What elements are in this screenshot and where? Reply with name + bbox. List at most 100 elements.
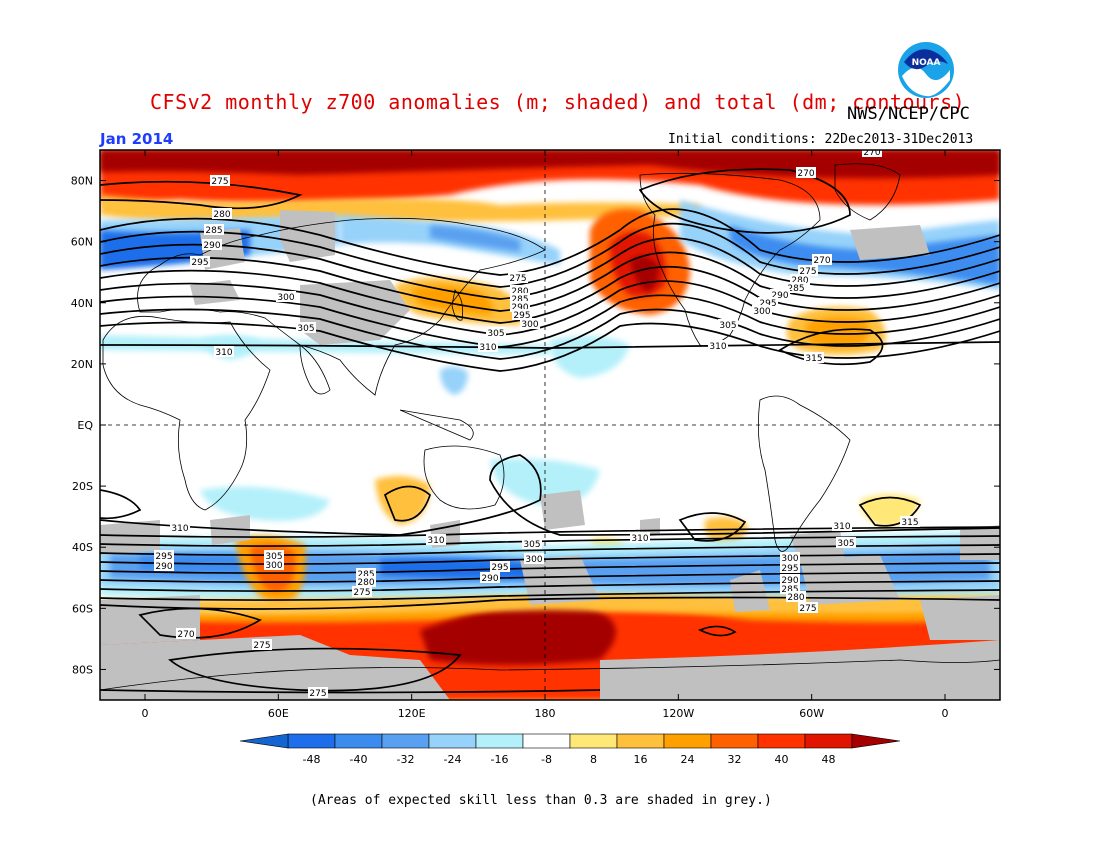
contour-label-bg bbox=[170, 522, 190, 533]
contour-label-4: 295 bbox=[191, 258, 208, 268]
lat-label-0: 80N bbox=[71, 175, 93, 188]
initial-conditions: Initial conditions: 22Dec2013-31Dec2013 bbox=[668, 132, 974, 147]
contour-label-33: 305 bbox=[523, 540, 540, 550]
contour-label-bg bbox=[520, 318, 540, 329]
contour-label-bg bbox=[426, 534, 446, 545]
contour-label-45: 295 bbox=[781, 564, 798, 574]
contour-label-bg bbox=[264, 559, 284, 570]
coastline-4 bbox=[423, 445, 505, 510]
contour-label-52: 275 bbox=[309, 689, 326, 699]
contour-label-bg bbox=[176, 628, 196, 639]
anomaly-region-15 bbox=[430, 225, 520, 252]
contour-label-35: 305 bbox=[265, 552, 282, 562]
lat-label-1: 60N bbox=[71, 236, 93, 249]
coastline-7 bbox=[834, 163, 901, 221]
contour-label-bg bbox=[490, 561, 510, 572]
contour-label-bg bbox=[812, 254, 832, 265]
contour-label-bg bbox=[210, 175, 230, 186]
contour-label-bg bbox=[770, 289, 790, 300]
skill-footnote: (Areas of expected skill less than 0.3 a… bbox=[310, 793, 772, 808]
contour-label-23: 300 bbox=[753, 307, 770, 317]
contour-label-bg bbox=[798, 265, 818, 276]
anomaly-region-1 bbox=[100, 150, 1000, 179]
contour-label-38: 290 bbox=[155, 562, 172, 572]
grey-area-12 bbox=[800, 555, 900, 605]
contour-label-bg bbox=[524, 553, 544, 564]
contour-labels: 2752802852902953003053102752802852902953… bbox=[154, 148, 920, 699]
contour-label-11: 290 bbox=[511, 303, 528, 313]
contour-label-20: 285 bbox=[787, 284, 804, 294]
forecast-month: Jan 2014 bbox=[100, 130, 174, 148]
contour-label-29: 310 bbox=[631, 534, 648, 544]
lat-label-6: 40S bbox=[72, 541, 93, 554]
contour-label-37: 295 bbox=[155, 552, 172, 562]
contour-label-1: 280 bbox=[213, 210, 230, 220]
contour-label-17: 270 bbox=[813, 256, 830, 266]
anomaly-region-20 bbox=[200, 486, 330, 521]
contour-label-26: 315 bbox=[805, 354, 822, 364]
anomaly-region-9 bbox=[805, 316, 869, 347]
contour-label-14: 305 bbox=[487, 329, 504, 339]
contour-label-bg bbox=[252, 639, 272, 650]
contour-line-20 bbox=[100, 589, 1000, 601]
grey-area-5 bbox=[540, 490, 585, 530]
latitude-labels: 80N 60N 40N 20N EQ 20S 40S 60S 80S bbox=[71, 175, 94, 677]
contour-line-3 bbox=[100, 251, 1000, 312]
contour-label-bg bbox=[752, 305, 772, 316]
contour-label-30: 310 bbox=[833, 522, 850, 532]
lat-label-2: 40N bbox=[71, 297, 93, 310]
coastline-3 bbox=[399, 409, 474, 441]
contour-label-7: 310 bbox=[215, 348, 232, 358]
contour-label-41: 275 bbox=[353, 588, 370, 598]
contour-label-bg bbox=[780, 562, 800, 573]
contour-line-16 bbox=[100, 553, 1000, 565]
grey-area-8 bbox=[850, 225, 930, 260]
lon-label-0: 0 bbox=[142, 707, 149, 720]
contour-label-2: 285 bbox=[205, 226, 222, 236]
contour-line-4 bbox=[100, 265, 1000, 324]
contour-label-18: 275 bbox=[799, 267, 816, 277]
contour-label-53: 270 bbox=[863, 148, 880, 158]
coastline-2 bbox=[299, 344, 331, 395]
contour-label-bg bbox=[356, 568, 376, 579]
contour-label-16: 270 bbox=[797, 169, 814, 179]
contour-label-12: 295 bbox=[513, 311, 530, 321]
coastline-5 bbox=[451, 289, 464, 321]
contour-label-bg bbox=[780, 574, 800, 585]
contour-label-bg bbox=[796, 167, 816, 178]
contour-label-bg bbox=[832, 520, 852, 531]
contour-label-bg bbox=[154, 560, 174, 571]
low-skill-grey-areas bbox=[100, 210, 1000, 700]
grey-area-15 bbox=[100, 635, 450, 700]
contour-label-49: 275 bbox=[799, 604, 816, 614]
contour-line-28 bbox=[697, 625, 737, 637]
contour-label-bg bbox=[204, 224, 224, 235]
contour-label-24: 305 bbox=[719, 321, 736, 331]
contour-line-9 bbox=[100, 341, 1000, 349]
lat-label-3: 20N bbox=[71, 358, 93, 371]
contour-label-bg bbox=[510, 285, 530, 296]
contour-label-46: 290 bbox=[781, 576, 798, 586]
contour-line-12 bbox=[100, 180, 303, 210]
contour-label-bg bbox=[486, 327, 506, 338]
contour-label-27: 310 bbox=[171, 524, 188, 534]
contour-label-34: 300 bbox=[525, 555, 542, 565]
contour-label-50: 270 bbox=[177, 630, 194, 640]
contour-label-bg bbox=[276, 291, 296, 302]
contour-line-23 bbox=[678, 512, 747, 542]
contour-label-13: 300 bbox=[521, 320, 538, 330]
grey-area-9 bbox=[730, 570, 770, 612]
noaa-logo-icon: NOAA bbox=[898, 42, 954, 98]
contour-line-0 bbox=[100, 208, 1000, 276]
lon-label-2: 120E bbox=[398, 707, 426, 720]
anomaly-region-2 bbox=[100, 195, 700, 222]
axis-ticks bbox=[100, 150, 1000, 700]
contour-label-bg bbox=[508, 272, 528, 283]
contour-label-21: 290 bbox=[771, 291, 788, 301]
contour-line-11 bbox=[638, 168, 851, 234]
contour-label-bg bbox=[202, 239, 222, 250]
contour-label-40: 280 bbox=[357, 578, 374, 588]
lon-label-5: 60W bbox=[799, 707, 824, 720]
contour-label-bg bbox=[862, 150, 882, 157]
grey-area-16 bbox=[600, 640, 1000, 700]
